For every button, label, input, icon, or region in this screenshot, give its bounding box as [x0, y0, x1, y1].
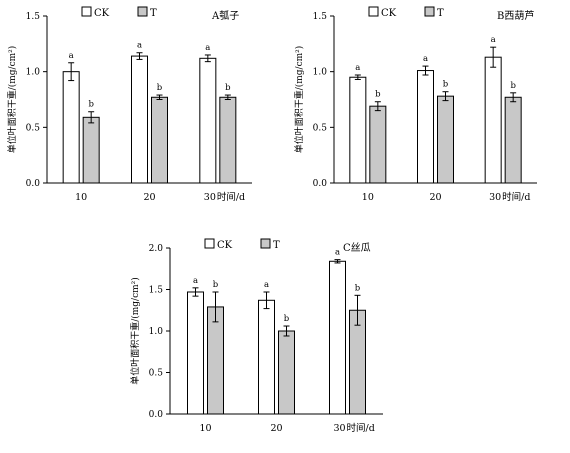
y-tick-label: 1.0: [313, 68, 328, 78]
bar-t-10: [369, 105, 387, 184]
bar-ck-20: [131, 55, 148, 184]
y-tick-label: 0.0: [26, 179, 41, 189]
chart-panel-2: 0.0 0.5 1.0 1.5 单位叶面积干重/(mg/cm²) a b 10 a b 20 a b 30…: [293, 6, 537, 203]
bar-ck-30: [484, 56, 502, 184]
significance-letter: a: [355, 63, 360, 73]
x-category-label: 10: [362, 192, 374, 203]
bar-t-30: [349, 309, 366, 415]
y-axis-label: 单位叶面积干重/(mg/cm²): [6, 46, 18, 154]
significance-letter: a: [193, 276, 198, 286]
y-tick-label: 0.0: [149, 410, 164, 420]
y-axis-label: 单位叶面积干重/(mg/cm²): [129, 277, 141, 385]
x-category-label: 20: [270, 423, 282, 434]
y-tick-label: 1.5: [313, 12, 328, 22]
x-axis-label: 时间/d: [502, 191, 530, 203]
y-tick-label: 1.0: [149, 327, 164, 337]
legend-swatch-ck: [81, 6, 92, 17]
significance-letter: b: [225, 83, 231, 93]
significance-letter: a: [69, 51, 74, 61]
bar-t-20: [437, 95, 454, 184]
legend-swatch-ck: [204, 238, 215, 249]
panel-label: B西葫芦: [497, 10, 534, 22]
legend-swatch-t: [137, 6, 148, 17]
bar-ck-20: [417, 70, 434, 184]
legend-swatch-t: [424, 6, 435, 17]
significance-letter: a: [423, 54, 428, 64]
y-tick-label: 2.0: [149, 244, 164, 254]
significance-letter: b: [510, 81, 516, 91]
bar-t-30: [219, 96, 237, 184]
y-axis-label: 单位叶面积干重/(mg/cm²): [293, 46, 305, 154]
legend-swatch-t: [260, 238, 271, 249]
significance-letter: b: [284, 314, 290, 324]
bar-t-10: [207, 306, 224, 415]
bar-t-10: [82, 116, 100, 184]
x-axis-label: 时间/d: [347, 422, 375, 434]
bar-ck-30: [329, 260, 346, 415]
bar-ck-20: [258, 299, 275, 415]
x-category-label: 20: [429, 192, 441, 203]
significance-letter: a: [264, 280, 269, 290]
significance-letter: b: [213, 280, 219, 290]
y-tick-label: 0.5: [26, 123, 41, 133]
y-tick-label: 1.0: [26, 68, 41, 78]
y-tick-label: 1.5: [149, 286, 164, 296]
significance-letter: b: [443, 80, 449, 90]
legend-label-t: T: [273, 240, 280, 251]
significance-letter: b: [355, 283, 361, 293]
significance-letter: b: [157, 83, 163, 93]
legend-label-ck: CK: [381, 8, 397, 19]
chart-panel-3: 0.0 0.5 1.0 1.5 2.0 单位叶面积干重/(mg/cm²) a b 10 a b 20 a…: [129, 238, 383, 434]
x-axis-label: 时间/d: [217, 191, 245, 203]
bar-ck-10: [187, 291, 204, 415]
x-category-label: 20: [143, 192, 155, 203]
significance-letter: a: [335, 248, 340, 258]
legend-swatch-ck: [368, 6, 379, 17]
x-category-label: 30: [489, 192, 501, 203]
bar-ck-10: [62, 71, 80, 184]
significance-letter: b: [88, 100, 94, 110]
panel-label: A瓠子: [211, 9, 239, 22]
bar-ck-10: [349, 76, 367, 184]
y-tick-label: 1.5: [26, 12, 41, 22]
y-tick-label: 0.0: [313, 179, 328, 189]
bar-t-20: [151, 96, 168, 184]
legend-label-ck: CK: [94, 8, 110, 19]
significance-letter: a: [491, 35, 496, 45]
x-category-label: 10: [199, 423, 211, 434]
x-category-label: 30: [333, 423, 345, 434]
x-category-label: 30: [204, 192, 216, 203]
x-category-label: 10: [75, 192, 87, 203]
chart-panel-1: 0.0 0.5 1.0 1.5 单位叶面积干重/(mg/cm²) a b 10 a b 20 a b 30…: [6, 6, 252, 203]
y-tick-label: 0.5: [149, 369, 164, 379]
significance-letter: b: [375, 90, 381, 100]
significance-letter: a: [205, 43, 210, 53]
panel-label: C丝瓜: [343, 242, 371, 254]
significance-letter: a: [137, 41, 142, 51]
bar-t-20: [278, 330, 295, 415]
bar-t-30: [504, 96, 522, 184]
legend-label-t: T: [150, 8, 157, 19]
legend-label-ck: CK: [217, 240, 233, 251]
legend-label-t: T: [437, 8, 444, 19]
y-tick-label: 0.5: [313, 123, 328, 133]
bar-ck-30: [199, 57, 217, 184]
